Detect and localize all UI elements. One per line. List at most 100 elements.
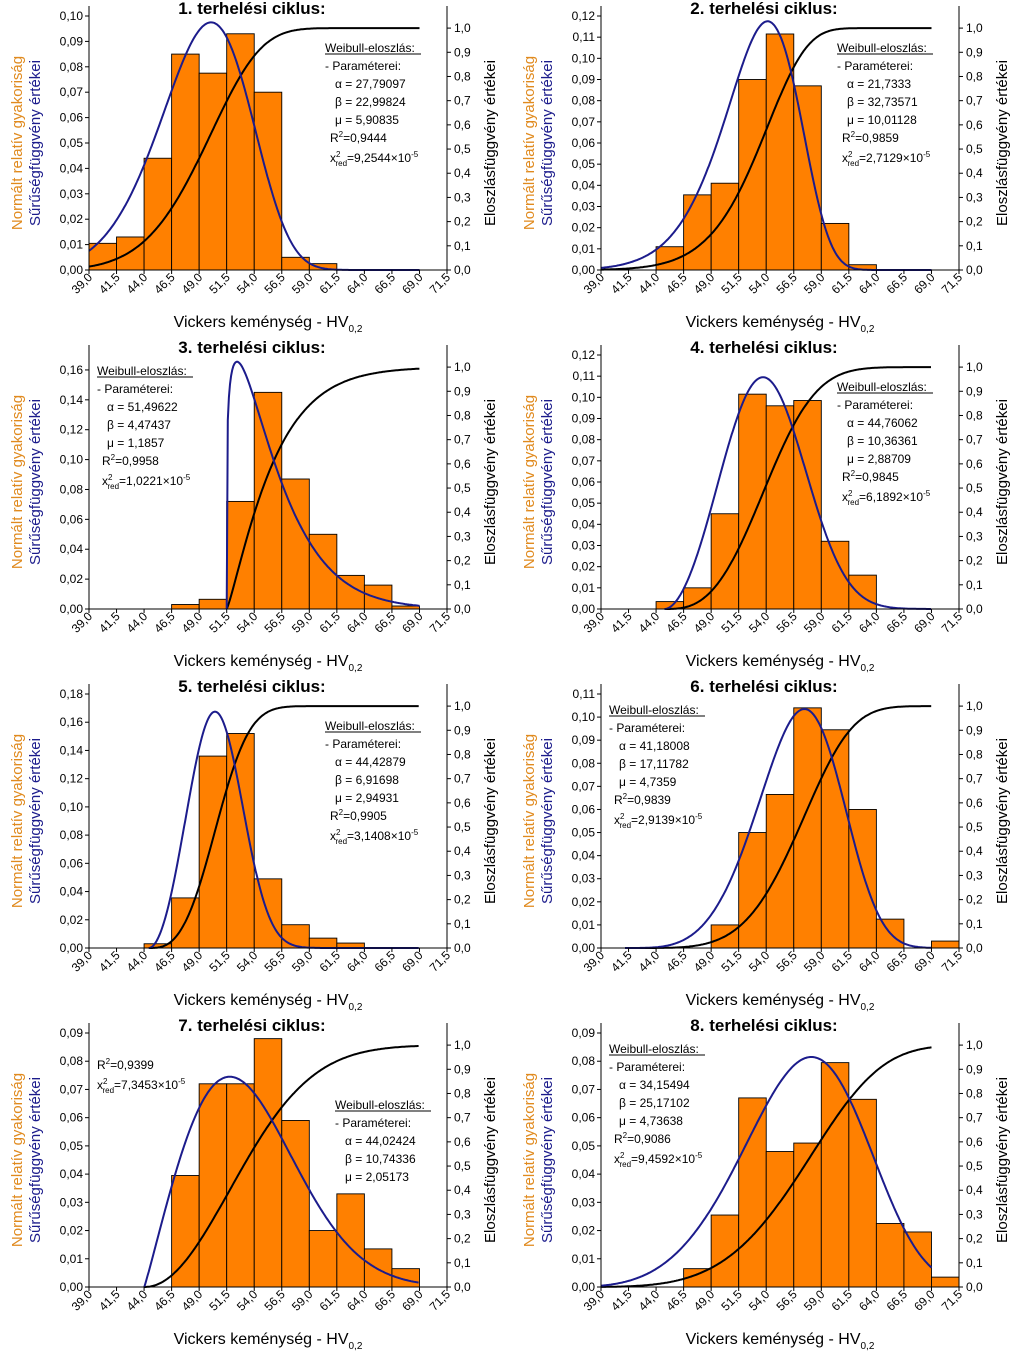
y-tick-label: 0,00	[60, 263, 84, 277]
legend-chi-sub: red	[335, 159, 347, 168]
legend-r2-value: =0,9444	[343, 131, 387, 145]
x-axis-label-subscript: 0,2	[860, 1341, 874, 1352]
x-axis-label-main: Vickers keménység - HV	[686, 314, 861, 331]
y2-tick-label: 0,5	[966, 142, 983, 156]
y2-tick-label: 0,4	[454, 844, 471, 858]
y2-tick-label: 0,2	[454, 893, 471, 907]
y2-tick-label: 0,6	[454, 796, 471, 810]
legend-heading: Weibull-eloszlás:	[325, 719, 415, 733]
y2-tick-label: 0,4	[454, 1183, 471, 1197]
x-tick-label: 71,5	[427, 609, 454, 636]
y2-tick-label: 0,9	[454, 723, 471, 737]
legend-beta: β = 6,91698	[335, 773, 399, 787]
legend-params-label: - Paraméterei:	[837, 398, 913, 412]
legend-chi-exp: -5	[695, 812, 703, 821]
y2-tick-label: 0,6	[454, 118, 471, 132]
x-tick-label: 54,0	[746, 1287, 773, 1314]
histogram-bar	[226, 1083, 255, 1288]
y2-tick-label: 0,0	[966, 263, 983, 277]
x-tick-label: 66,5	[884, 1287, 911, 1314]
y2-axis-label: Eloszlásfüggvény értékei	[482, 399, 499, 565]
legend-chi-sup: 2	[620, 812, 625, 821]
chart-5: 5. terhelési ciklus:0,000,020,040,060,08…	[9, 678, 499, 1013]
legend-params-label: - Paraméterei:	[97, 382, 173, 396]
x-tick-label: 46,5	[663, 1287, 690, 1314]
legend-chi-sub: red	[102, 1086, 114, 1095]
weibull-legend: Weibull-eloszlás: - Paraméterei: α = 44,42…	[325, 719, 421, 846]
legend-r2: R2=0,9859	[842, 130, 899, 145]
legend-chi-sup: 2	[103, 1077, 108, 1086]
x-axis-label-main: Vickers keménység - HV	[174, 1331, 349, 1348]
histogram-bar	[116, 236, 145, 271]
x-tick-label: 44,0	[636, 270, 663, 297]
legend-mu: μ = 4,7359	[619, 775, 677, 789]
histogram-bar	[198, 1083, 228, 1288]
legend-chi-exp: -5	[411, 828, 419, 837]
weibull-legend: Weibull-eloszlás: - Paraméterei: α = 34,15…	[609, 1042, 705, 1169]
x-tick-label: 71,5	[939, 948, 966, 975]
histogram-bar	[848, 809, 877, 949]
histogram-bar	[765, 1151, 795, 1288]
weibull-legend: Weibull-eloszlás: - Paraméterei: α = 21,73…	[837, 41, 933, 168]
legend-mu: μ = 10,01128	[847, 113, 917, 127]
x-tick-label: 71,5	[427, 1287, 454, 1314]
weibull-legend: Weibull-eloszlás: - Paraméterei: α = 41,18…	[609, 703, 705, 830]
x-tick-label: 56,5	[773, 1287, 800, 1314]
legend-r2-value: =0,9399	[110, 1058, 154, 1072]
y2-tick-label: 0,2	[454, 1232, 471, 1246]
x-tick-label: 69,0	[399, 270, 426, 297]
y2-tick-label: 0,0	[454, 263, 471, 277]
legend-chi-value: =1,0221×10	[119, 474, 183, 488]
histogram-bar	[820, 1062, 850, 1288]
y2-tick-label: 0,7	[966, 772, 983, 786]
legend-r2-prefix: R	[614, 793, 623, 807]
histogram-bar	[171, 1175, 200, 1288]
x-tick-label: 56,5	[261, 270, 288, 297]
density-function-curve	[600, 1056, 933, 1287]
x-tick-label: 61,5	[829, 1287, 856, 1314]
x-axis-label: Vickers keménység - HV0,2	[686, 653, 875, 674]
y-tick-label: 0,03	[572, 539, 596, 553]
y-tick-label: 0,06	[60, 512, 84, 526]
y-tick-label: 0,05	[60, 1139, 84, 1153]
distribution-function-curve	[225, 367, 420, 610]
x-tick-label: 61,5	[829, 270, 856, 297]
y-tick-label: 0,01	[572, 918, 596, 932]
y2-tick-label: 0,1	[454, 1256, 471, 1270]
legend-mu: μ = 2,94931	[335, 791, 399, 805]
legend-chi-value: =9,2544×10	[347, 151, 411, 165]
y2-tick-label: 0,5	[966, 481, 983, 495]
y-axis-label-density: Sűrűségfüggvény értékei	[539, 1077, 556, 1243]
y-tick-label: 0,04	[572, 517, 596, 531]
y2-tick-label: 0,2	[454, 554, 471, 568]
y2-tick-label: 0,5	[454, 1159, 471, 1173]
y-tick-label: 0,06	[60, 856, 84, 870]
distribution-function-curve	[601, 1046, 932, 1288]
y-tick-label: 0,01	[60, 1252, 84, 1266]
legend-alpha: α = 27,79097	[335, 77, 406, 91]
legend-beta: β = 25,17102	[619, 1096, 690, 1110]
y-tick-label: 0,06	[572, 136, 596, 150]
y-tick-label: 0,09	[572, 733, 596, 747]
legend-r2-sup: 2	[851, 469, 856, 478]
legend-chi-prefix: x	[330, 151, 336, 165]
legend-chi: x2 red=3,1408×10-5	[330, 828, 419, 846]
y2-tick-label: 0,7	[454, 433, 471, 447]
y2-tick-label: 0,2	[966, 893, 983, 907]
x-tick-label: 46,5	[151, 609, 178, 636]
x-tick-label: 51,5	[206, 1287, 233, 1314]
chart-title: 2. terhelési ciklus:	[690, 0, 837, 18]
y-tick-label: 0,00	[572, 263, 596, 277]
legend-beta: β = 4,47437	[107, 418, 171, 432]
legend-chi-sub: red	[847, 159, 859, 168]
x-tick-label: 69,0	[911, 948, 938, 975]
y2-axis-label: Eloszlásfüggvény értékei	[994, 738, 1011, 904]
density-function-curve	[625, 707, 932, 949]
y-tick-label: 0,02	[60, 212, 84, 226]
y-tick-label: 0,07	[60, 1082, 84, 1096]
y-tick-label: 0,04	[572, 178, 596, 192]
x-axis-label: Vickers keménység - HV0,2	[686, 992, 875, 1013]
x-tick-label: 69,0	[399, 1287, 426, 1314]
density-function-curve	[664, 376, 931, 610]
